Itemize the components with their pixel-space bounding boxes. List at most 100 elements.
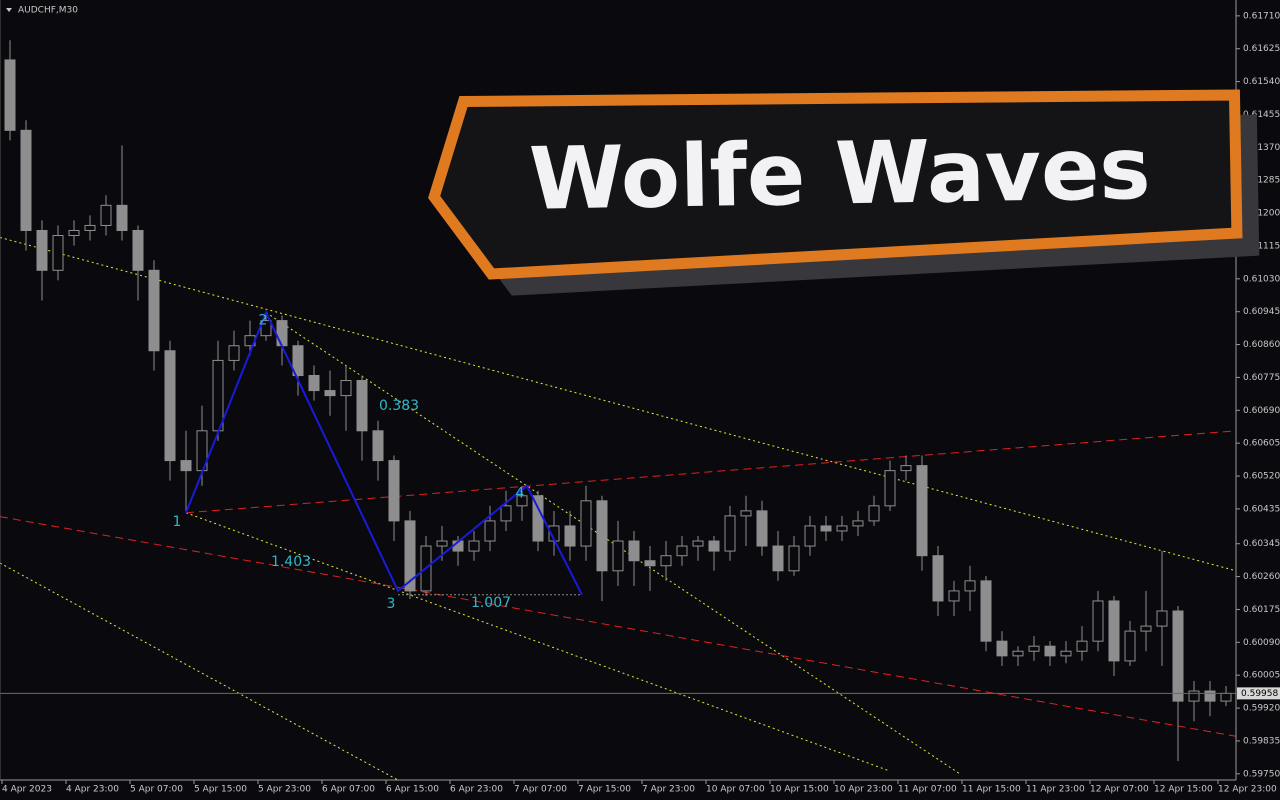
x-tick-label: 12 Apr 23:00 <box>1218 785 1277 795</box>
x-tick-label: 12 Apr 15:00 <box>1154 785 1213 795</box>
y-tick-label: 0.60605 <box>1243 439 1280 449</box>
candle-body <box>1108 600 1120 662</box>
candle-body <box>628 540 640 562</box>
candle-body <box>468 540 480 552</box>
wave-label: 3 <box>387 596 396 612</box>
candle-body <box>964 580 976 592</box>
y-tick-label: 0.61200 <box>1243 209 1280 219</box>
candle-body <box>868 505 880 522</box>
y-tick-label: 0.60945 <box>1243 307 1280 317</box>
candle-body <box>1044 645 1056 657</box>
candle-body <box>52 235 64 271</box>
y-tick-label: 0.60520 <box>1243 472 1280 482</box>
candle-body <box>820 525 832 532</box>
candle-body <box>1140 625 1152 632</box>
candle-body <box>436 540 448 547</box>
candle-body <box>900 465 912 472</box>
candle-body <box>84 224 96 231</box>
x-tick-label: 5 Apr 23:00 <box>258 785 311 795</box>
candle-body <box>788 545 800 572</box>
x-tick-label: 6 Apr 23:00 <box>450 785 503 795</box>
x-tick-label: 7 Apr 15:00 <box>578 785 631 795</box>
candle-body <box>836 525 848 532</box>
x-tick-label: 11 Apr 15:00 <box>962 785 1021 795</box>
y-tick-label: 0.60005 <box>1243 671 1280 681</box>
ratio-label: 1.403 <box>271 554 311 570</box>
candle-body <box>612 540 624 572</box>
y-tick-label: 0.61285 <box>1243 176 1280 186</box>
candle-body <box>692 540 704 547</box>
x-tick-label: 4 Apr 23:00 <box>66 785 119 795</box>
banner: Wolfe Waves <box>428 89 1260 296</box>
candle-body <box>1060 650 1072 657</box>
x-tick-label: 4 Apr 2023 <box>2 785 52 795</box>
candle-body <box>980 580 992 642</box>
trend-line <box>185 512 891 772</box>
y-tick-label: 0.61115 <box>1243 241 1280 251</box>
candle-body <box>180 460 192 472</box>
x-tick-label: 12 Apr 07:00 <box>1090 785 1149 795</box>
candle-body <box>884 470 896 507</box>
candle-body <box>228 345 240 361</box>
y-tick-label: 0.61030 <box>1243 274 1280 284</box>
banner-frame <box>428 89 1243 280</box>
candle-body <box>148 269 160 352</box>
candle-body <box>500 505 512 522</box>
y-tick-label: 0.61455 <box>1243 110 1280 120</box>
x-tick-label: 5 Apr 15:00 <box>194 785 247 795</box>
y-tick-label: 0.61625 <box>1243 44 1280 54</box>
candle-body <box>100 204 112 226</box>
axes: 0.61710 0.61625 0.61540 0.61455 0.61370 0.612… <box>1 11 1280 795</box>
candle-body <box>164 350 176 462</box>
trend-line <box>0 562 399 780</box>
candle-body <box>804 525 816 547</box>
candle-body <box>916 465 928 557</box>
candle-body <box>132 229 144 271</box>
candle-body <box>1172 610 1184 702</box>
x-tick-label: 5 Apr 07:00 <box>130 785 183 795</box>
candle-body <box>1124 630 1136 662</box>
trend-line <box>185 430 1236 514</box>
wave-label: 2 <box>259 312 268 328</box>
y-tick-label: 0.60260 <box>1243 572 1280 582</box>
ratio-label: 0.383 <box>379 398 419 414</box>
candle-body <box>580 500 592 547</box>
trend-line <box>0 516 1236 737</box>
candle-body <box>1188 690 1200 702</box>
y-tick-label: 0.59835 <box>1243 736 1280 746</box>
y-tick-label: 0.60690 <box>1243 406 1280 416</box>
ratio-label: 1.007 <box>471 595 511 611</box>
x-tick-label: 11 Apr 07:00 <box>898 785 957 795</box>
candle-body <box>276 320 288 347</box>
y-tick-label: 0.61370 <box>1243 143 1280 153</box>
candle-body <box>676 545 688 557</box>
candle-body <box>948 590 960 602</box>
plot-area: 1 2 3 4 0.383 1.403 1.007 <box>0 40 1236 780</box>
candle-body <box>756 510 768 547</box>
candle-body <box>1012 650 1024 657</box>
candle-body <box>20 129 32 231</box>
x-tick-label: 7 Apr 07:00 <box>514 785 567 795</box>
symbol-label: AUDCHF,M30 <box>18 6 78 16</box>
x-tick-label: 6 Apr 07:00 <box>322 785 375 795</box>
menu-arrow[interactable] <box>6 8 12 12</box>
x-tick-label: 6 Apr 15:00 <box>386 785 439 795</box>
y-tick-label: 0.60345 <box>1243 539 1280 549</box>
candle-body <box>1220 692 1232 702</box>
candle-body <box>1076 640 1088 652</box>
candle-body <box>932 555 944 602</box>
candle-body <box>260 320 272 337</box>
candle-body <box>404 520 416 592</box>
candle-body <box>68 229 80 237</box>
y-tick-label: 0.61540 <box>1243 77 1280 87</box>
y-tick-label: 0.59920 <box>1243 704 1280 714</box>
trend-line <box>0 236 1236 572</box>
candle-body <box>740 510 752 517</box>
candle-body <box>596 500 608 572</box>
candle-body <box>116 204 128 231</box>
x-tick-label: 11 Apr 23:00 <box>1026 785 1085 795</box>
candle-body <box>708 540 720 552</box>
y-tick-label: 0.61710 <box>1243 11 1280 21</box>
y-tick-label: 0.60090 <box>1243 638 1280 648</box>
